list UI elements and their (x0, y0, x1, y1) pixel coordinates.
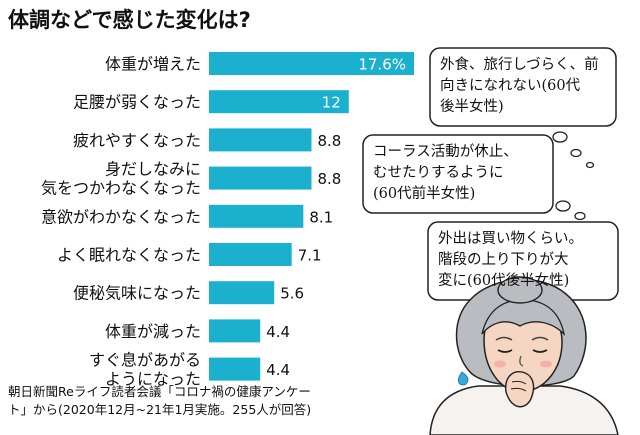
category-label-6: よく眠れなくなった (57, 246, 201, 265)
bar-3 (209, 128, 312, 152)
bubble-2-text: コーラス活動が休止、 むせたりするように (60代前半女性) (373, 144, 518, 202)
bar-5 (209, 204, 304, 228)
value-label-1: 17.6% (358, 56, 406, 74)
bars-layer: 17.6% 体重が増えた 12 足腰が弱くなった 8.8 疲れやすくなった 8.8 身だしなみ… (41, 52, 414, 389)
value-label-5: 8.1 (309, 208, 333, 226)
bar-2 (209, 90, 349, 114)
bar-6 (209, 243, 292, 266)
value-label-8: 4.4 (266, 323, 290, 341)
elderly-woman-illustration (429, 276, 619, 435)
value-label-3: 8.8 (318, 132, 342, 150)
category-label-9-line-2: ようになった (105, 370, 201, 389)
category-label-2: 足腰が弱くなった (73, 93, 201, 112)
value-label-4: 8.8 (318, 170, 342, 188)
category-label-7: 便秘気味になった (73, 284, 201, 303)
category-label-3: 疲れやすくなった (73, 131, 201, 150)
bar-1 (209, 52, 414, 75)
bar-7 (209, 281, 275, 305)
source-line-1: 朝日新聞Reライフ読者会議「コロナ禍の健康アンケー (8, 384, 311, 399)
value-label-6: 7.1 (298, 247, 322, 265)
category-label-5: 意欲がわかなくなった (41, 207, 201, 226)
value-label-7: 5.6 (280, 285, 304, 303)
category-label-4-line-2: 気をつかわなくなった (41, 179, 201, 198)
bubble-3-text: 外出は買い物くらい。 階段の上り下りが大 変に(60代後半女性) (438, 231, 583, 289)
category-label-1: 体重が増えた (105, 55, 201, 74)
value-label-2: 12 (322, 94, 341, 112)
bar-9 (209, 357, 261, 381)
speech-bubble-1 (429, 47, 617, 169)
bar-4 (209, 166, 312, 190)
source-note: 朝日新聞Reライフ読者会議「コロナ禍の健康アンケー ト」から(2020年12月~… (8, 383, 311, 419)
bar-8 (209, 319, 261, 343)
category-label-4-line-1: 身だしなみに (105, 160, 201, 179)
source-line-2: ト」から(2020年12月~21年1月実施。255人が回答) (8, 402, 312, 417)
chart-title: 体調などで感じた変化は? (8, 8, 251, 32)
value-label-9: 4.4 (266, 361, 290, 379)
category-label-9-line-1: すぐ息があがる (89, 351, 201, 370)
category-label-8: 体重が減った (105, 322, 201, 341)
bubble-1-text: 外食、旅行しづらく、前 向きになれない(60代 後半女性) (440, 57, 599, 115)
